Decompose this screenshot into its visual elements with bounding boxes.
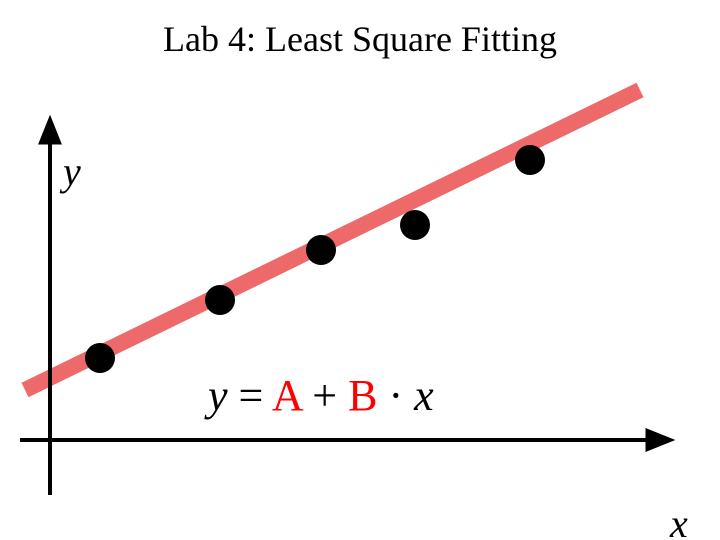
page-title: Lab 4: Least Square Fitting xyxy=(0,18,720,60)
axes xyxy=(20,116,674,495)
y-axis-label: y xyxy=(63,148,81,195)
slide: Lab 4: Least Square Fitting y x y = A + … xyxy=(0,0,720,540)
regression-line xyxy=(25,90,640,390)
data-point xyxy=(205,285,235,315)
data-point xyxy=(515,145,545,175)
data-point xyxy=(400,210,430,240)
x-axis-label: x xyxy=(670,500,688,540)
data-points xyxy=(85,145,545,373)
regression-equation: y = A + B · x xyxy=(208,370,434,421)
data-point xyxy=(306,235,336,265)
data-point xyxy=(85,343,115,373)
scatter-fit-plot xyxy=(0,70,720,540)
